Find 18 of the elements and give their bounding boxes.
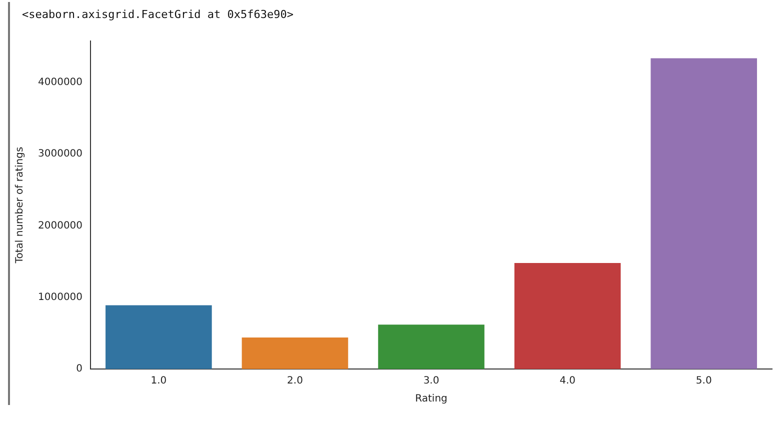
text: <seaborn.axisgrid.FacetGrid at 0x5f63e90> — [21, 7, 295, 23]
y-tick-label: 2000000 — [38, 220, 83, 232]
x-tick-label: 3.0 — [423, 376, 440, 387]
y-tick-label: 4000000 — [38, 77, 83, 88]
y-tick-label: 0 — [76, 364, 83, 375]
bar — [106, 305, 212, 369]
y-tick-label: 1000000 — [38, 292, 83, 303]
x-tick-label: 4.0 — [560, 376, 576, 387]
x-tick-label: 5.0 — [696, 376, 712, 387]
bar — [514, 263, 621, 369]
x-tick-label: 1.0 — [150, 376, 167, 387]
y-axis-title: Total number of ratings — [14, 146, 26, 264]
x-axis-title: Rating — [415, 394, 448, 405]
y-tick-label: 3000000 — [38, 148, 83, 160]
bar — [378, 324, 484, 369]
bar — [650, 58, 758, 369]
x-tick-label: 2.0 — [287, 376, 303, 387]
bar — [242, 337, 348, 369]
